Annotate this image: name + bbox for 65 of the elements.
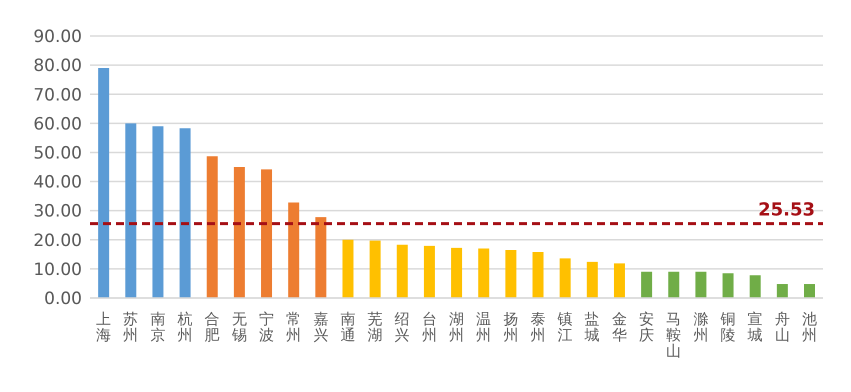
bar: [180, 128, 191, 298]
bar: [722, 273, 734, 298]
bar: [424, 246, 435, 298]
x-tick-label: 无锡: [230, 310, 247, 344]
y-tick-label: 30.00: [33, 202, 82, 222]
x-tick-label: 铜陵: [719, 310, 736, 344]
bar: [125, 123, 136, 298]
x-tick-label: 嘉兴: [313, 310, 328, 344]
x-tick-label: 常州: [286, 310, 302, 344]
bar: [234, 167, 245, 298]
x-tick-label: 宁波: [258, 310, 274, 344]
bar: [370, 240, 381, 298]
y-tick-label: 40.00: [33, 172, 82, 193]
x-tick-label: 池州: [802, 310, 817, 344]
x-tick-label: 宣城: [746, 310, 763, 344]
y-tick-label: 0.00: [44, 289, 82, 310]
bar: [695, 272, 706, 298]
x-tick-label: 南京: [150, 310, 166, 344]
bar: [261, 169, 272, 298]
x-tick-label: 南通: [340, 310, 356, 344]
bar: [641, 272, 652, 298]
x-tick-label: 苏州: [123, 310, 138, 344]
x-tick-label: 绍兴: [394, 310, 410, 344]
x-tick-label: 滁州: [693, 310, 708, 344]
bar: [478, 248, 490, 298]
x-tick-label: 舟山: [774, 310, 790, 344]
bar: [505, 250, 516, 298]
bar: [668, 272, 680, 298]
x-tick-label: 泰州: [530, 310, 546, 344]
bar: [804, 284, 815, 298]
bar: [560, 258, 571, 298]
x-tick-label: 合肥: [204, 310, 220, 344]
x-tick-label: 上海: [96, 310, 112, 344]
x-tick-label: 台州: [422, 310, 437, 344]
bar: [98, 68, 110, 298]
bar: [288, 202, 300, 298]
ref-line-label: 25.53: [758, 200, 815, 221]
y-tick-label: 20.00: [33, 230, 82, 251]
x-tick-label: 安庆: [639, 310, 654, 344]
y-tick-label: 80.00: [33, 56, 82, 76]
x-tick-label: 盐城: [584, 310, 600, 344]
x-tick-label: 芜湖: [368, 310, 383, 344]
x-tick-label: 镇江: [556, 310, 573, 344]
bar: [614, 263, 625, 298]
bar: [451, 248, 462, 298]
x-tick-label: 杭州: [176, 310, 193, 344]
y-tick-label: 50.00: [33, 143, 82, 164]
x-tick-label: 金华: [612, 310, 627, 344]
bar: [586, 262, 598, 298]
bar: [750, 275, 761, 298]
y-tick-label: 10.00: [33, 260, 82, 280]
bar: [532, 252, 544, 298]
bar: [342, 240, 354, 298]
y-tick-label: 90.00: [33, 27, 82, 48]
x-tick-label: 温州: [476, 310, 492, 344]
bar: [315, 217, 326, 298]
x-tick-label: 扬州: [503, 310, 518, 344]
bar: [206, 156, 218, 298]
x-tick-label: 马鞍山: [666, 310, 682, 360]
x-tick-label: 湖州: [449, 310, 464, 344]
y-tick-label: 70.00: [33, 85, 82, 106]
bar: [396, 244, 408, 298]
bar: [152, 126, 164, 298]
bar: [776, 284, 788, 298]
y-tick-label: 60.00: [33, 114, 82, 134]
